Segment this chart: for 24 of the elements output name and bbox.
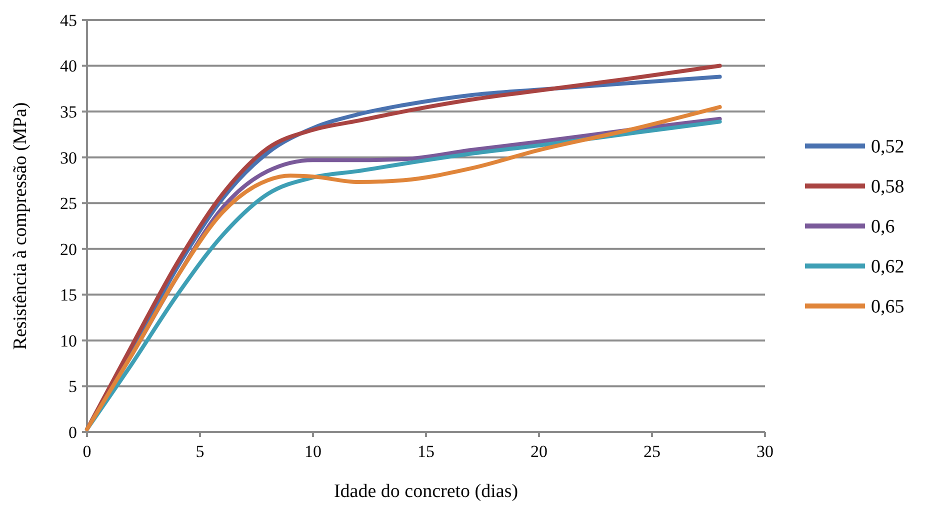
y-tick-label: 5 xyxy=(68,377,77,396)
y-tick-label: 45 xyxy=(60,10,77,30)
x-tick-label: 30 xyxy=(756,442,774,461)
x-tick-label: 5 xyxy=(196,442,204,461)
y-tick-label: 25 xyxy=(60,194,77,214)
legend-label: 0,6 xyxy=(871,216,895,238)
legend-label: 0,65 xyxy=(871,296,904,318)
legend-label: 0,58 xyxy=(871,176,904,198)
x-tick-label: 0 xyxy=(82,442,92,461)
y-axis-title: Resistência à compressão (MPa) xyxy=(10,102,31,350)
x-tick-label: 20 xyxy=(530,442,548,461)
y-tick-label: 15 xyxy=(60,286,77,305)
x-tick-label: 10 xyxy=(304,442,322,461)
y-tick-label: 35 xyxy=(60,102,77,122)
x-tick-label: 25 xyxy=(644,442,660,461)
x-axis-title: Idade do concreto (dias) xyxy=(334,481,518,502)
y-tick-label: 30 xyxy=(60,148,77,168)
legend-label: 0,52 xyxy=(871,136,904,158)
y-tick-label: 40 xyxy=(60,56,77,76)
y-tick-label: 0 xyxy=(68,422,77,442)
y-tick-label: 10 xyxy=(60,331,77,350)
legend-label: 0,62 xyxy=(871,256,904,278)
y-tick-label: 20 xyxy=(60,240,77,259)
x-tick-label: 15 xyxy=(418,442,434,461)
